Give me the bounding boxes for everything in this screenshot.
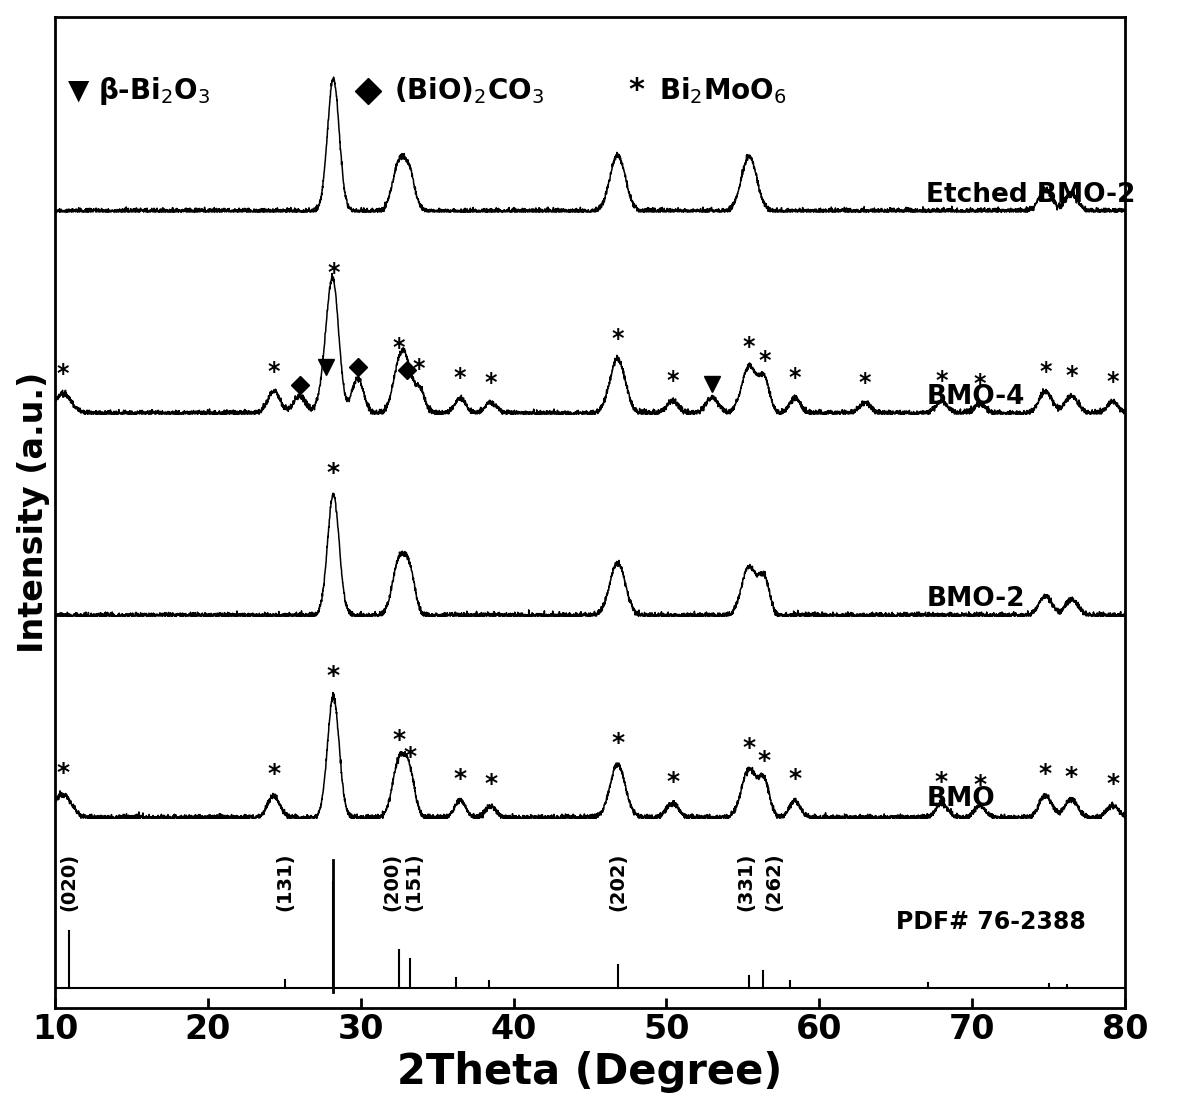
Text: *: * (758, 349, 770, 373)
Text: *: * (268, 360, 280, 384)
Text: *: * (973, 372, 986, 396)
Text: *: * (412, 356, 425, 381)
Text: (331): (331) (737, 852, 756, 911)
Text: *: * (789, 366, 801, 390)
Text: BMO: BMO (926, 786, 996, 811)
Text: (262): (262) (764, 852, 783, 911)
Text: *: * (1107, 771, 1120, 796)
Text: *: * (743, 736, 756, 760)
Text: *: * (57, 760, 70, 785)
Text: Bi$_2$MoO$_6$: Bi$_2$MoO$_6$ (659, 75, 787, 105)
Text: $\mathbf{\beta}$-Bi$_2$O$_3$: $\mathbf{\beta}$-Bi$_2$O$_3$ (98, 74, 210, 107)
Text: *: * (788, 767, 802, 791)
Text: *: * (327, 462, 340, 485)
Text: *: * (1065, 364, 1078, 388)
Text: *: * (1039, 360, 1052, 384)
Text: *: * (1065, 766, 1078, 789)
Text: *: * (935, 770, 948, 794)
Text: *: * (454, 366, 466, 390)
Text: *: * (666, 770, 679, 794)
Text: *: * (758, 749, 771, 774)
Text: *: * (973, 774, 986, 797)
Text: (200): (200) (381, 852, 400, 910)
Text: *: * (628, 75, 644, 105)
Y-axis label: Intensity (a.u.): Intensity (a.u.) (17, 372, 50, 653)
Text: ▼: ▼ (67, 77, 89, 104)
Text: *: * (393, 336, 405, 361)
Text: (BiO)$_2$CO$_3$: (BiO)$_2$CO$_3$ (394, 75, 544, 105)
Text: *: * (612, 327, 624, 351)
Text: *: * (859, 371, 872, 394)
Text: *: * (392, 728, 405, 753)
Text: *: * (57, 362, 70, 386)
Text: *: * (935, 369, 948, 393)
Text: *: * (611, 731, 624, 755)
Text: (202): (202) (608, 852, 627, 911)
Text: *: * (484, 371, 497, 394)
Text: *: * (454, 767, 466, 791)
Text: *: * (1107, 370, 1118, 394)
Text: BMO-4: BMO-4 (926, 384, 1025, 410)
Text: *: * (327, 261, 340, 285)
Text: (020): (020) (59, 852, 78, 910)
Text: *: * (267, 763, 280, 786)
Text: (131): (131) (275, 852, 295, 911)
Text: *: * (484, 773, 497, 797)
Text: Etched BMO-2: Etched BMO-2 (926, 182, 1136, 208)
Text: *: * (327, 664, 340, 687)
Text: *: * (403, 745, 417, 769)
Text: *: * (1039, 763, 1052, 786)
Text: BMO-2: BMO-2 (926, 586, 1025, 612)
Text: PDF# 76-2388: PDF# 76-2388 (895, 910, 1085, 934)
Text: *: * (743, 335, 756, 359)
Text: *: * (666, 369, 679, 393)
X-axis label: 2Theta (Degree): 2Theta (Degree) (397, 1051, 783, 1093)
Text: (151): (151) (405, 852, 424, 911)
